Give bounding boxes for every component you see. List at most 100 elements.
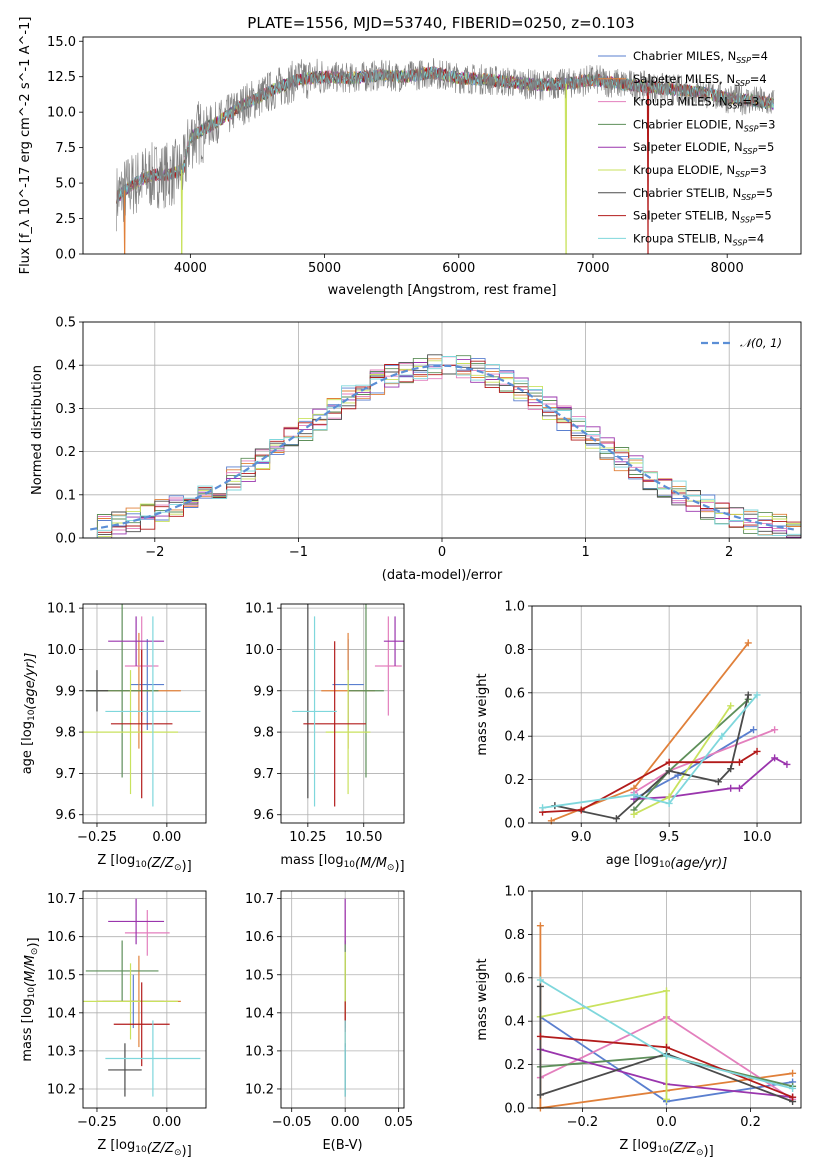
mass_vs_EBV-ytick-label: 10.6: [245, 930, 274, 945]
mass_vs_EBV-ytick-label: 10.2: [245, 1082, 274, 1097]
mass_vs_Z-errorbar-point: [125, 910, 170, 956]
mass_vs_Z-ytick-label: 10.6: [47, 930, 76, 945]
legend-label-part: =4: [751, 49, 768, 63]
age_vs_mass-ytick-label: 10.0: [245, 643, 274, 658]
age_vs_mass-xlabel-part: (M/M: [355, 856, 387, 871]
mass_vs_Z-xtick-label: 0.00: [152, 1115, 181, 1130]
weight_vs_age-ytick-label: 0.6: [504, 686, 525, 701]
legend-label-part: =3: [759, 117, 776, 131]
weight_vs_Z-point-marker: [537, 1091, 544, 1098]
age_vs_Z-ylabel-part: (age/yr)]: [23, 653, 38, 710]
legend-label-part: SSP: [743, 147, 758, 156]
spectrum-ytick-label: 5.0: [55, 177, 76, 192]
age_vs_mass-xlabel-part: 10: [344, 860, 356, 870]
legend-label-part: Chabrier MILES, N: [633, 49, 736, 63]
age_vs_mass-xtick-label: 10.50: [345, 830, 382, 845]
legend-label-part: SSP: [741, 193, 756, 202]
age_vs_Z-ylabel-part: age [log: [20, 721, 35, 774]
age_vs_Z-ytick-label: 10.1: [47, 602, 76, 617]
mass_vs_Z-ytick-label: 10.4: [47, 1006, 76, 1021]
mass_vs_EBV-xtick-label: 0.05: [384, 1115, 413, 1130]
mass_vs_Z-xlabel-part: (Z/Z: [147, 1141, 175, 1156]
spectrum-xtick-label: 4000: [174, 261, 207, 276]
age_vs_Z-xtick-label: 0.00: [152, 830, 181, 845]
weight_vs_age-ytick-label: 0.8: [504, 643, 525, 658]
residuals-xtick-label: 0: [438, 545, 446, 560]
spectrum-legend-label: Salpeter MILES, NSSP=4: [633, 72, 767, 88]
spectrum-legend-label: Chabrier MILES, NSSP=4: [633, 49, 768, 65]
legend-label-part: Kroupa MILES, N: [633, 95, 728, 109]
spectrum-legend-label: Chabrier STELIB, NSSP=5: [633, 186, 773, 202]
weight_vs_Z-point-marker: [789, 1070, 796, 1077]
spectrum-ytick-label: 7.5: [55, 141, 76, 156]
mass_vs_EBV-xtick-label: −0.05: [272, 1115, 312, 1130]
age_vs_mass-errorbar-point: [384, 616, 406, 666]
weight_vs_age-frame: [532, 606, 801, 823]
residuals-ytick-label: 0.0: [55, 532, 76, 547]
age_vs_mass-ytick-label: 10.1: [245, 602, 274, 617]
mass_vs_Z-ylabel: mass [log10(M/M⊙)]: [20, 937, 41, 1061]
legend-label-part: SSP: [736, 56, 751, 65]
weight_vs_Z-point-marker: [663, 1044, 670, 1051]
legend-label-part: Chabrier ELODIE, N: [633, 117, 744, 131]
mass_vs_Z-xlabel-part: )]: [182, 1144, 192, 1159]
spectrum-xtick-label: 5000: [308, 261, 341, 276]
mass_vs_EBV-xlabel: E(B-V): [322, 1138, 362, 1153]
residuals-ylabel: Normed distribution: [30, 365, 45, 495]
mass_vs_EBV-ytick-label: 10.5: [245, 968, 274, 983]
mass_vs_Z-xlabel-part: ⊙: [174, 1148, 182, 1158]
residuals-ytick-label: 0.2: [55, 445, 76, 460]
age_vs_Z-xlabel-part: ⊙: [174, 863, 182, 873]
weight_vs_Z-xtick-label: 0.0: [656, 1115, 677, 1130]
weight_vs_age-xtick-label: 9.0: [571, 830, 592, 845]
weight_vs_age-ylabel: mass weight: [475, 673, 490, 755]
mass_vs_EBV-ytick-label: 10.7: [245, 892, 274, 907]
weight_vs_age-xlabel-part: age [log: [606, 853, 659, 868]
weight_vs_Z-ytick-label: 0.8: [504, 928, 525, 943]
legend-label-part: SSP: [728, 102, 743, 111]
mass_vs_EBV-ytick-label: 10.4: [245, 1006, 274, 1021]
residuals-xlabel: (data-model)/error: [382, 568, 503, 583]
weight_vs_age-ytick-label: 1.0: [504, 600, 525, 615]
mass_vs_Z-xtick-label: −0.25: [77, 1115, 117, 1130]
mass_vs_Z-ytick-label: 10.3: [47, 1044, 76, 1059]
weight_vs_Z-xlabel-part: )]: [704, 1144, 714, 1159]
legend-label-part: =3: [750, 163, 767, 177]
age_vs_Z-errorbar-point: [108, 616, 164, 666]
mass_vs_Z-ytick-label: 10.2: [47, 1082, 76, 1097]
residuals-ytick-label: 0.4: [55, 359, 76, 374]
mass_vs_Z-xlabel-part: 10: [135, 1145, 147, 1155]
age_vs_mass-xlabel-part: )]: [394, 859, 404, 874]
age_vs_mass-frame: [281, 604, 404, 823]
spectrum-ytick-label: 15.0: [47, 35, 76, 50]
weight_vs_Z-xlabel: Z [log10(Z/Z⊙)]: [619, 1138, 713, 1159]
age_vs_mass-xlabel: mass [log10(M/M⊙)]: [280, 853, 404, 874]
age_vs_mass-errorbar-point: [375, 616, 402, 715]
residuals-ytick-label: 0.1: [55, 488, 76, 503]
mass_vs_Z-frame: [83, 891, 206, 1108]
legend-label-part: SSP: [735, 170, 750, 179]
mass_vs_EBV-ytick-label: 10.3: [245, 1044, 274, 1059]
weight_vs_Z-xlabel-part: 10: [657, 1145, 669, 1155]
age_vs_mass-xlabel-part: ⊙: [387, 863, 395, 873]
age_vs_Z-xlabel-part: Z [log: [97, 853, 135, 868]
age_vs_Z-frame: [83, 604, 206, 823]
spectrum-xtick-label: 6000: [442, 261, 475, 276]
age_vs_Z-xlabel-part: 10: [135, 860, 147, 870]
legend-label-part: SSP: [740, 216, 755, 225]
weight_vs_age-xlabel-part: (age/yr)]: [670, 856, 727, 871]
residuals-xtick-label: 1: [581, 545, 589, 560]
weight_vs_age-point-marker: [539, 804, 546, 811]
age_vs_mass-xlabel-part: mass [log: [280, 853, 343, 868]
weight_vs_age-xtick-label: 10.0: [743, 830, 772, 845]
legend-label-part: =5: [757, 140, 774, 154]
spectrum-ytick-label: 2.5: [55, 212, 76, 227]
mass_vs_Z-ylabel-part: ⊙: [30, 948, 40, 956]
mass_vs_Z-xlabel: Z [log10(Z/Z⊙)]: [97, 1138, 191, 1159]
age_vs_mass-errorbar-point: [303, 641, 366, 806]
weight_vs_age-xlabel-part: 10: [659, 860, 671, 870]
weight_vs_Z-ylabel: mass weight: [475, 958, 490, 1040]
